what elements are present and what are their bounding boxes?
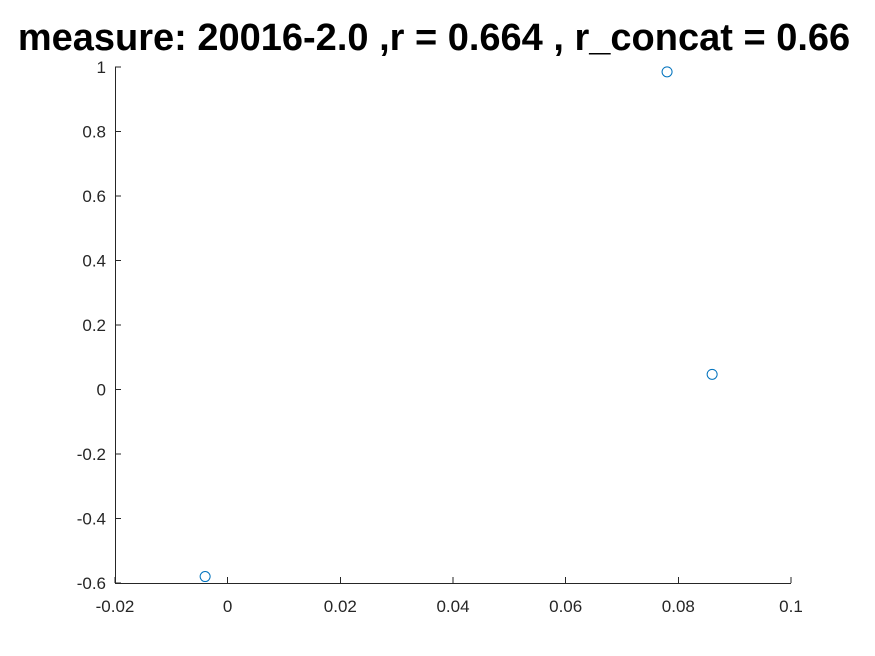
scatter-point: [661, 66, 673, 78]
y-tick-label: 0: [97, 381, 106, 400]
y-tick-label: -0.6: [77, 574, 106, 593]
y-tick-label: 0.8: [82, 123, 106, 142]
scatter-point: [706, 368, 718, 380]
x-tick-label: 0.04: [436, 597, 469, 616]
x-tick-label: -0.02: [96, 597, 135, 616]
chart-title: measure: 20016-2.0 ,r = 0.664 , r_concat…: [18, 17, 850, 59]
y-tick-label: -0.2: [77, 445, 106, 464]
x-tick-label: 0.06: [549, 597, 582, 616]
data-points: [199, 66, 718, 583]
y-tick-label: 0.4: [82, 252, 106, 271]
x-ticks: -0.02 0 0.02 0.04 0.06 0.08 0.1: [96, 577, 803, 616]
scatter-point: [199, 571, 211, 583]
x-tick-label: 0.02: [324, 597, 357, 616]
y-tick-label: 0.6: [82, 187, 106, 206]
x-tick-label: 0.08: [662, 597, 695, 616]
x-tick-label: 0: [223, 597, 232, 616]
x-tick-label: 0.1: [779, 597, 803, 616]
y-ticks: -0.6 -0.4 -0.2 0 0.2 0.4 0.6 0.8 1: [77, 58, 121, 593]
y-tick-label: 1: [97, 58, 106, 77]
axes: [115, 67, 791, 584]
y-tick-label: -0.4: [77, 510, 106, 529]
y-tick-label: 0.2: [82, 316, 106, 335]
